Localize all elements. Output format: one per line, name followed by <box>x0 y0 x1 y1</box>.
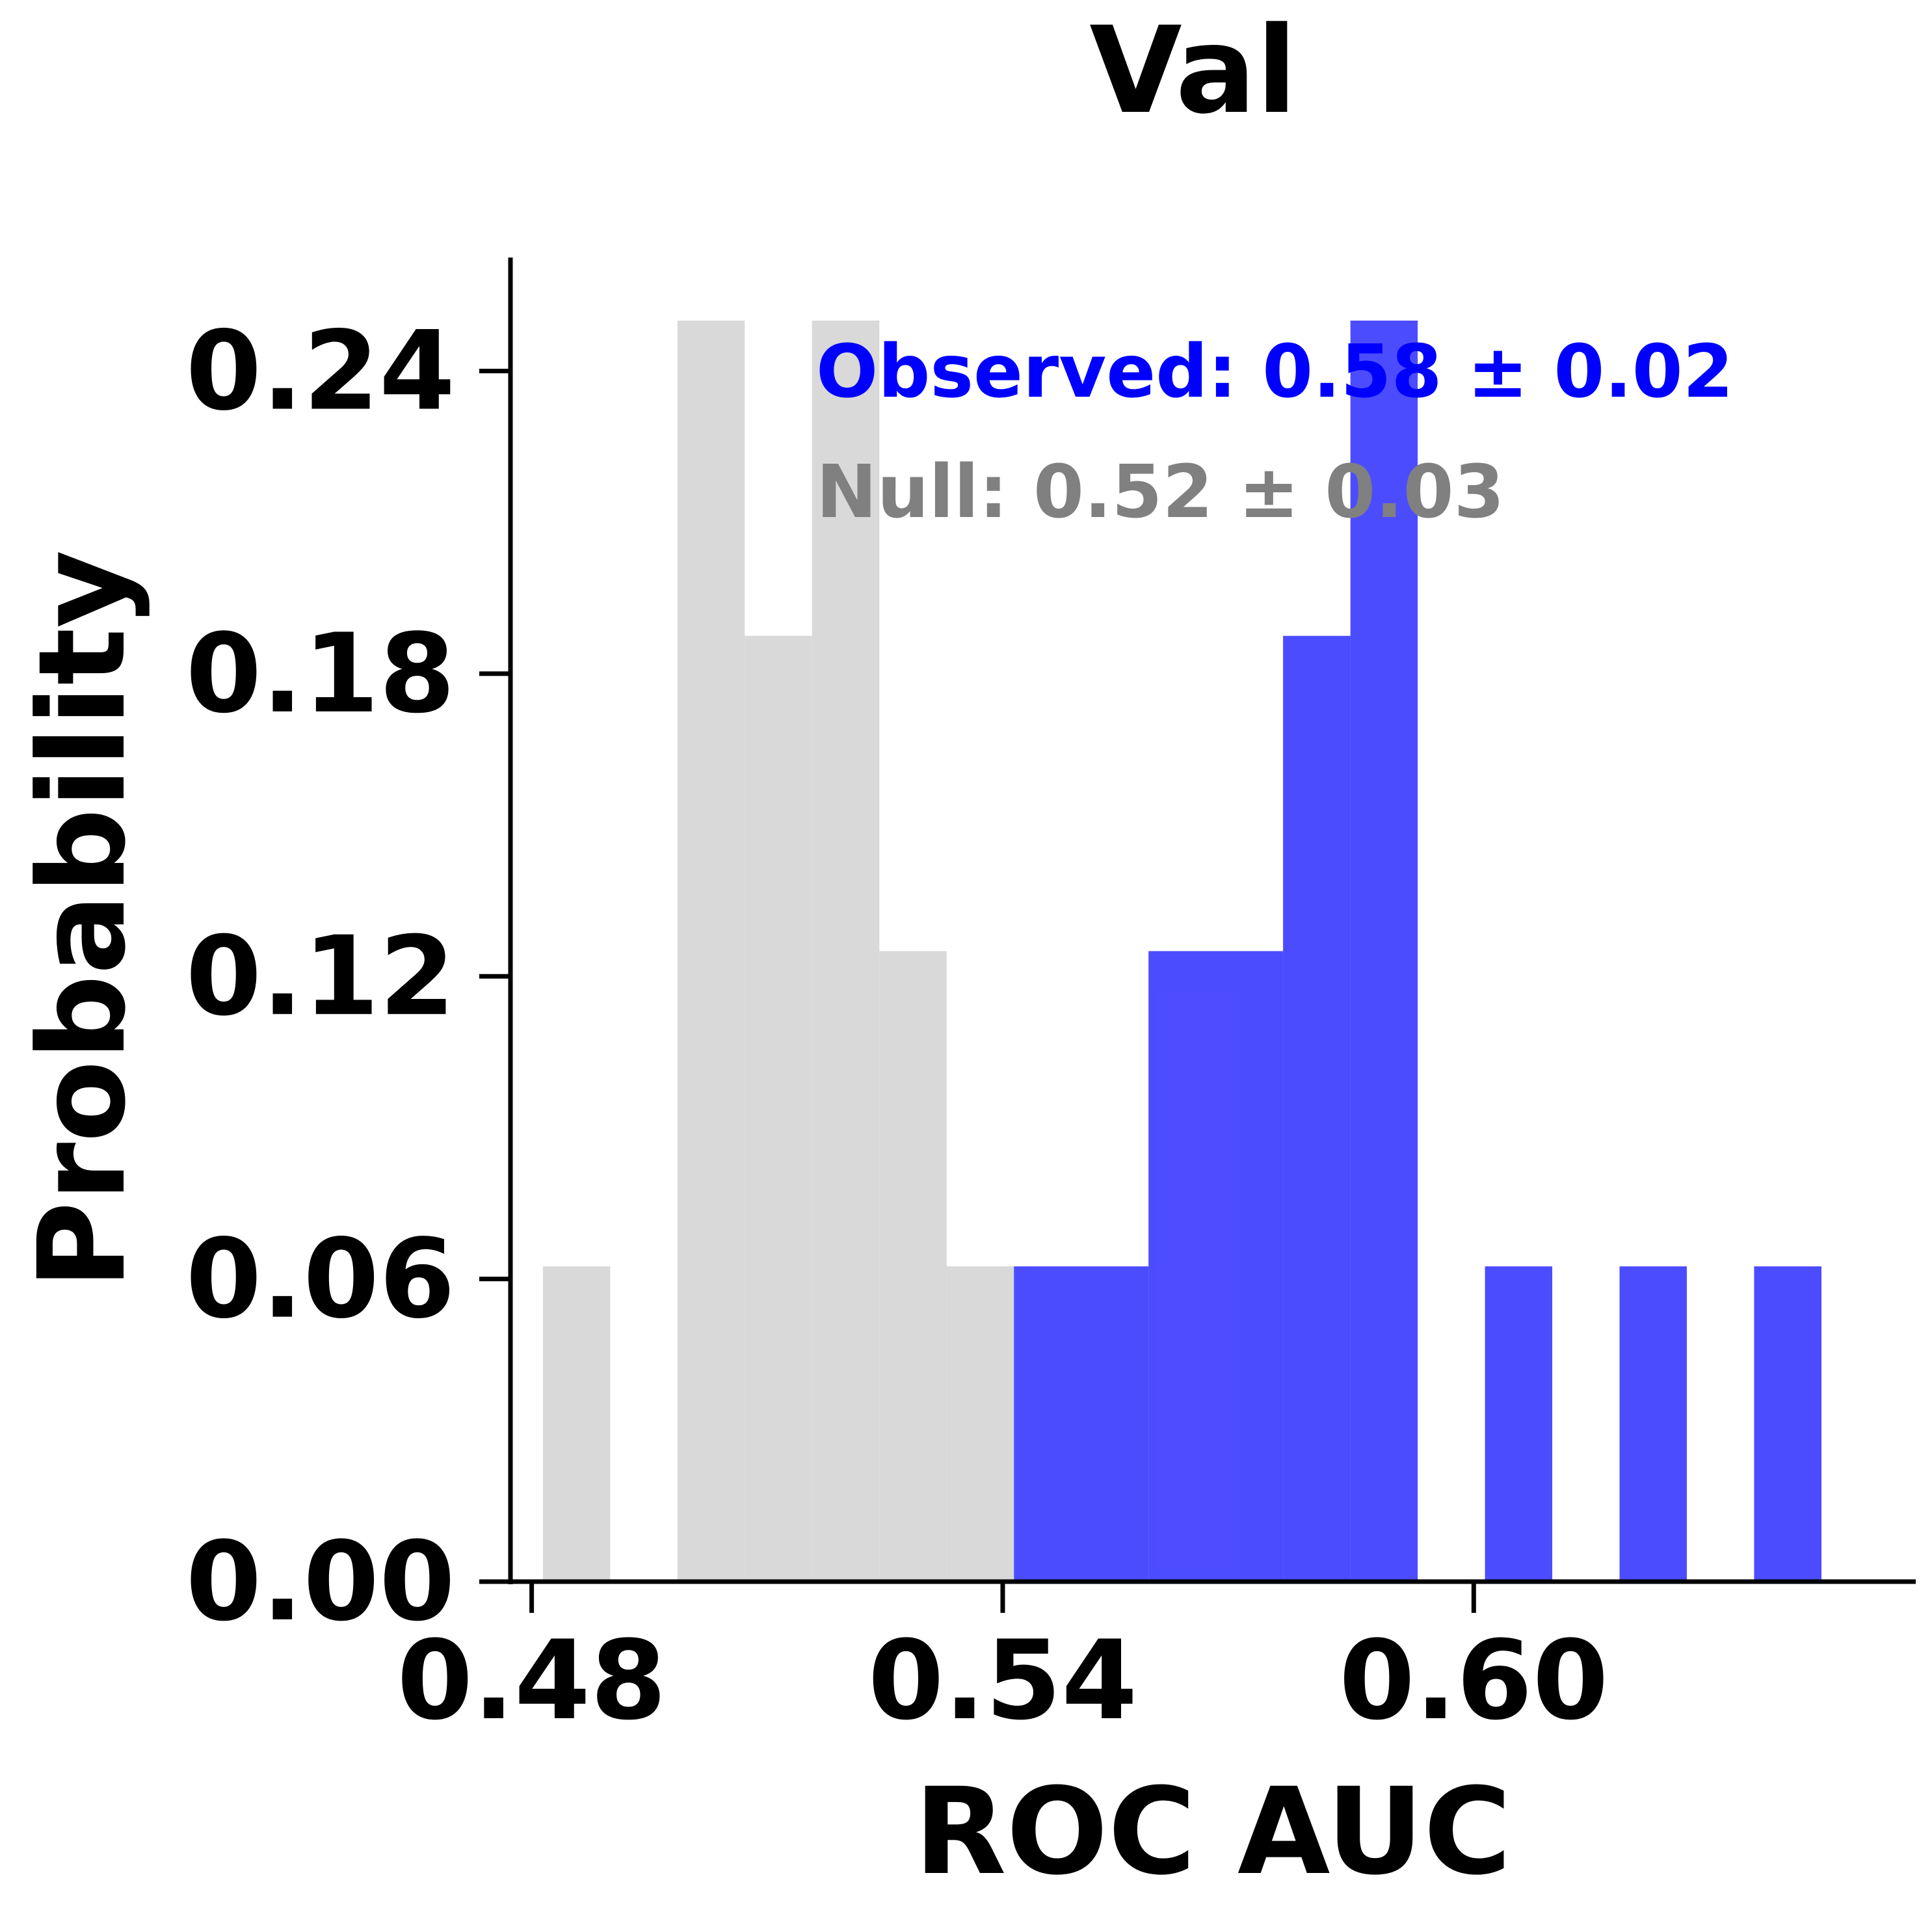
null-bar-2 <box>745 635 812 1582</box>
observed-bar-4 <box>1485 1266 1553 1582</box>
x-ticks-group: 0.48 0.54 0.60 <box>397 1582 1609 1744</box>
y-ticks-group: 0.00 0.06 0.12 0.18 0.24 <box>185 308 510 1645</box>
bars-group <box>542 320 1822 1582</box>
y-tick-label-3: 0.18 <box>185 610 455 737</box>
x-tick-label-2: 0.60 <box>1339 1617 1609 1744</box>
observed-bar-6 <box>1754 1266 1822 1582</box>
y-tick-label-0: 0.00 <box>185 1518 455 1645</box>
null-bar-4 <box>879 951 947 1582</box>
null-annotation: Null: 0.52 ± 0.03 <box>816 450 1505 535</box>
chart-title: Val <box>1089 1 1297 140</box>
x-tick-label-0: 0.48 <box>397 1617 667 1744</box>
null-bar-3 <box>812 320 880 1582</box>
y-tick-label-1: 0.06 <box>185 1215 455 1343</box>
observed-bar-0 <box>1014 1266 1149 1582</box>
y-tick-label-2: 0.12 <box>185 912 455 1040</box>
null-bar-1 <box>677 320 745 1582</box>
null-bar-0 <box>542 1266 611 1582</box>
observed-bar-1 <box>1148 951 1284 1582</box>
observed-bar-5 <box>1619 1266 1687 1582</box>
observed-bar-3 <box>1350 320 1418 1582</box>
observed-annotation: Observed: 0.58 ± 0.02 <box>816 330 1734 414</box>
annotations-group: Observed: 0.58 ± 0.02 Null: 0.52 ± 0.03 <box>816 330 1734 535</box>
null-bar-5 <box>946 1266 1014 1582</box>
x-tick-label-1: 0.54 <box>868 1617 1138 1744</box>
x-axis-label: ROC AUC <box>914 1762 1511 1902</box>
y-axis-label: Probability <box>13 550 152 1290</box>
y-tick-label-4: 0.24 <box>185 308 455 435</box>
observed-bar-2 <box>1283 635 1351 1582</box>
